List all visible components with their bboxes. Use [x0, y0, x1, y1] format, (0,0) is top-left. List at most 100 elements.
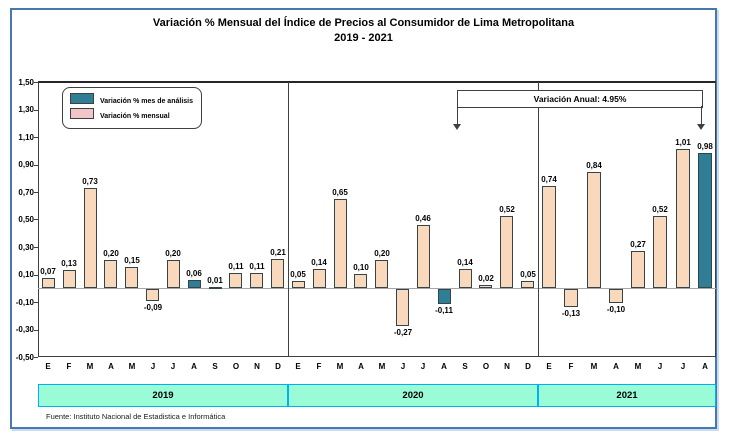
- legend-item-monthly: Variación % mensual: [70, 108, 193, 123]
- month-label: J: [170, 362, 176, 371]
- bar-value-label: 0,84: [586, 161, 602, 170]
- bar-2020-A3: [354, 274, 367, 288]
- bar-value-label: -0,10: [606, 305, 626, 314]
- y-axis-tick: [34, 302, 38, 303]
- month-label: E: [45, 362, 51, 371]
- bar-value-label: -0,11: [435, 306, 453, 315]
- month-label: M: [128, 362, 136, 371]
- month-label: F: [568, 362, 574, 371]
- month-label: N: [504, 362, 510, 371]
- y-axis-tick: [34, 357, 38, 358]
- legend-swatch-monthly: [70, 108, 94, 119]
- bar-2019-A7: [188, 280, 201, 288]
- callout-left-arrow-icon: [453, 124, 461, 130]
- bar-2020-A7: [438, 289, 451, 304]
- bar-2019-M4: [125, 267, 138, 288]
- bar-value-label: 0,52: [652, 205, 668, 214]
- source-note: Fuente: Instituto Nacional de Estadistic…: [46, 412, 226, 421]
- month-label: A: [441, 362, 447, 371]
- month-label: M: [86, 362, 94, 371]
- bar-value-label: 0,10: [353, 263, 369, 272]
- month-label: E: [546, 362, 552, 371]
- bar-2019-D11: [271, 259, 284, 288]
- bar-value-label: -0,09: [143, 303, 163, 312]
- callout-right-arrow-icon: [697, 124, 705, 130]
- plot-area: [38, 81, 716, 357]
- bar-2020-M2: [334, 199, 347, 288]
- month-label: M: [336, 362, 344, 371]
- month-label: N: [254, 362, 260, 371]
- y-axis-tick: [34, 275, 38, 276]
- year-divider: [288, 82, 289, 357]
- year-band-2021: 2021: [538, 384, 716, 407]
- month-label: F: [316, 362, 322, 371]
- y-axis-tick: [34, 330, 38, 331]
- bar-value-label: 0,11: [249, 262, 265, 271]
- bar-2019-N10: [250, 273, 263, 288]
- bar-value-label: 0,52: [499, 205, 515, 214]
- bar-value-label: 0,21: [270, 248, 286, 257]
- legend-label-monthly: Variación % mensual: [100, 113, 170, 120]
- month-label: J: [420, 362, 426, 371]
- y-axis-tick: [34, 192, 38, 193]
- y-axis-label: 0,10: [18, 270, 34, 279]
- bar-value-label: 0,14: [311, 258, 327, 267]
- y-axis-tick: [34, 247, 38, 248]
- month-label: O: [232, 362, 240, 371]
- bar-2021-J5: [653, 216, 667, 288]
- month-label: E: [295, 362, 301, 371]
- bar-value-label: 0,06: [186, 269, 202, 278]
- month-label: A: [702, 362, 708, 371]
- month-label: S: [462, 362, 468, 371]
- y-axis-tick: [34, 137, 38, 138]
- bar-value-label: 0,73: [82, 177, 98, 186]
- year-band-2019: 2019: [38, 384, 288, 407]
- bar-2019-F1: [63, 270, 76, 288]
- bar-value-label: 0,98: [697, 142, 713, 151]
- month-label: M: [378, 362, 386, 371]
- bar-2020-F1: [313, 269, 326, 288]
- month-label: F: [66, 362, 72, 371]
- month-label: J: [680, 362, 686, 371]
- bar-value-label: -0,13: [561, 309, 581, 318]
- bar-2021-M2: [587, 172, 601, 288]
- y-axis-label: 1,50: [18, 77, 34, 87]
- bar-2019-M2: [84, 188, 97, 288]
- bar-2019-J5: [146, 289, 159, 301]
- bar-value-label: 0,11: [228, 262, 244, 271]
- month-label: D: [275, 362, 281, 371]
- month-label: J: [400, 362, 406, 371]
- bar-2019-O9: [229, 273, 242, 288]
- zero-line: [38, 288, 716, 289]
- bar-2021-E0: [542, 186, 556, 288]
- y-axis-label: 0,70: [18, 187, 34, 197]
- bar-2021-M4: [631, 251, 645, 288]
- y-axis-label: 0,90: [18, 160, 34, 169]
- y-axis-tick: [34, 165, 38, 166]
- month-label: O: [482, 362, 490, 371]
- month-label: A: [613, 362, 619, 371]
- bar-2019-E0: [42, 278, 55, 288]
- bar-2020-O9: [479, 285, 492, 288]
- bar-value-label: -0,27: [393, 328, 413, 337]
- bar-value-label: 0,20: [374, 249, 390, 258]
- bar-value-label: 0,13: [61, 259, 77, 268]
- legend: Variación % mes de análisis Variación % …: [62, 87, 202, 129]
- chart-subtitle: 2019 - 2021: [334, 32, 393, 44]
- bar-2020-J6: [417, 225, 430, 288]
- bar-2021-A7: [698, 153, 712, 288]
- month-label: M: [634, 362, 642, 371]
- chart-title: Variación % Mensual del Índice de Precio…: [152, 17, 575, 29]
- bar-value-label: 0,20: [103, 249, 119, 258]
- bar-2019-S8: [209, 287, 222, 289]
- bar-2019-J6: [167, 260, 180, 288]
- bar-value-label: 0,20: [165, 249, 181, 258]
- year-divider: [538, 82, 539, 357]
- y-axis-label: 0,50: [18, 215, 34, 224]
- month-label: S: [212, 362, 218, 371]
- bar-value-label: 1,01: [675, 138, 691, 147]
- bar-2021-A3: [609, 289, 623, 303]
- y-axis-tick: [34, 82, 38, 83]
